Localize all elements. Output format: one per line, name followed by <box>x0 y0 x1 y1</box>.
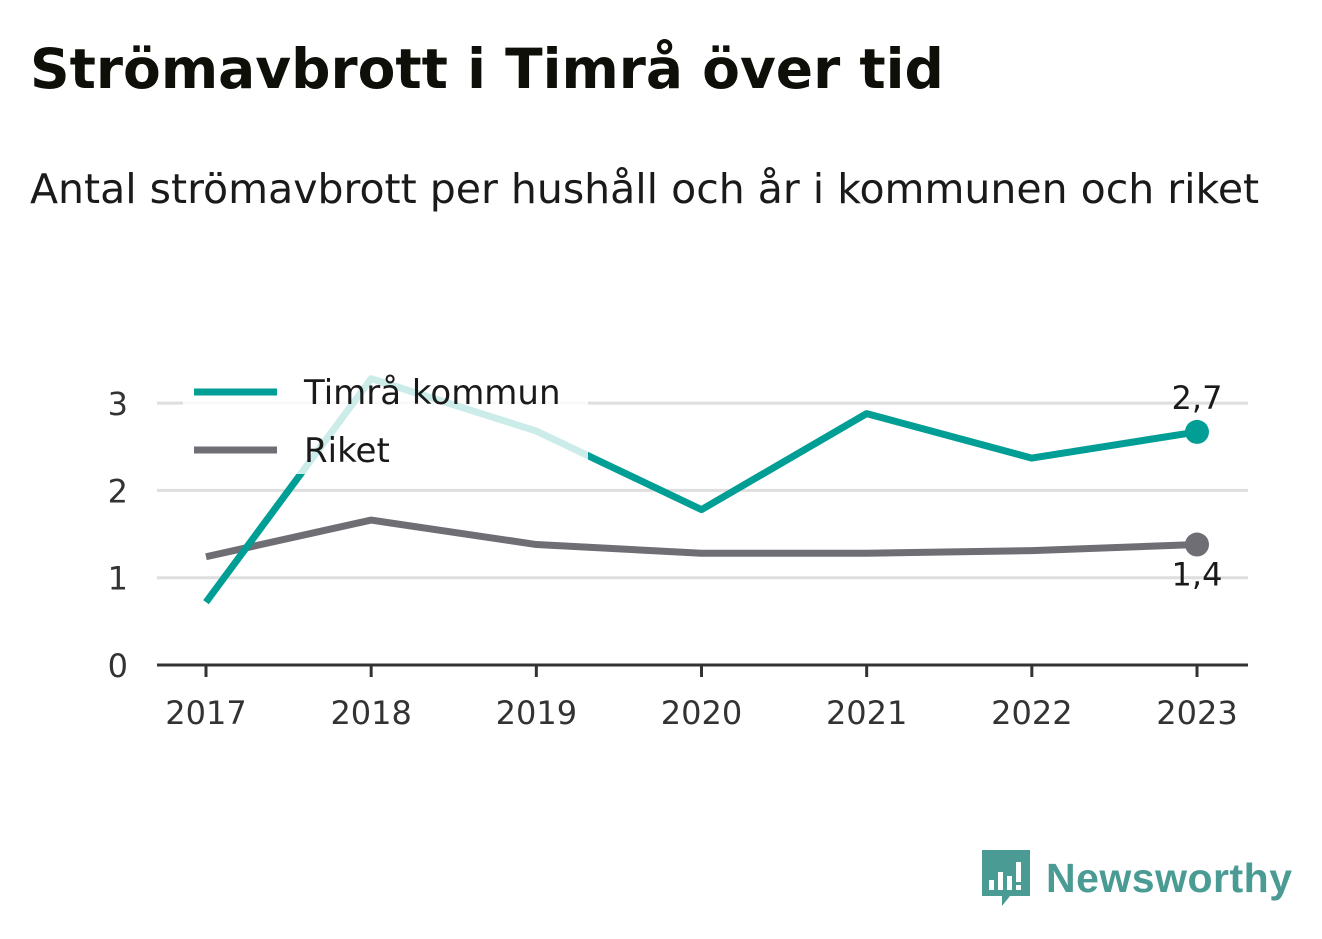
x-tick-label-2019: 2019 <box>496 694 577 732</box>
data-label-riket: 1,4 <box>1172 556 1223 594</box>
data-labels: 2,7 1,4 <box>1172 379 1223 594</box>
x-tick-label-2023: 2023 <box>1156 694 1237 732</box>
legend-label-timr-kommun: Timrå kommun <box>303 373 561 413</box>
legend-background <box>183 362 588 474</box>
axes: 0 1 2 3 2017 2018 2019 2020 2021 2022 2023 <box>108 385 1248 732</box>
end-point-timr-kommun <box>1185 419 1209 444</box>
newsworthy-logo: Newsworthy <box>980 848 1293 908</box>
y-tick-label-3: 3 <box>108 385 128 423</box>
chart-subtitle: Antal strömavbrott per hushåll och år i … <box>30 165 1260 213</box>
x-tick-label-2017: 2017 <box>165 694 246 732</box>
legend-label-riket: Riket <box>304 431 390 471</box>
x-tick-label-2020: 2020 <box>661 694 742 732</box>
x-tick-label-2022: 2022 <box>991 694 1072 732</box>
y-tick-label-2: 2 <box>108 472 128 510</box>
end-point-riket <box>1185 532 1209 557</box>
x-tick-label-2018: 2018 <box>330 694 411 732</box>
series-line-riket <box>205 516 1198 561</box>
brand-name: Newsworthy <box>1046 854 1293 901</box>
y-tick-label-1: 1 <box>108 560 128 598</box>
chart-title: Strömavbrott i Timrå över tid <box>30 37 944 101</box>
y-tick-label-0: 0 <box>108 647 128 685</box>
data-label-timr-kommun: 2,7 <box>1172 379 1223 417</box>
legend: Timrå kommun Riket <box>183 362 588 474</box>
bar-chart-speech-bubble-icon <box>982 850 1030 906</box>
x-tick-label-2021: 2021 <box>826 694 907 732</box>
